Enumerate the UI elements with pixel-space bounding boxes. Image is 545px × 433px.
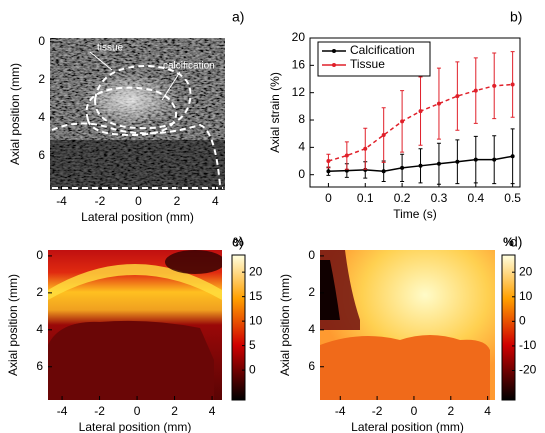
point	[363, 146, 368, 151]
colorbar	[501, 254, 516, 401]
x-tick-label: 4	[209, 404, 216, 418]
x-tick-label: -4	[57, 404, 68, 418]
colorbar-tick-label: 15	[249, 289, 263, 303]
ultrasound-image	[50, 38, 225, 190]
x-tick-label: 4	[484, 404, 491, 418]
point	[326, 169, 331, 174]
panel-label: a)	[232, 9, 244, 25]
y-tick-label: 6	[36, 359, 43, 373]
y-tick-label: 2	[38, 72, 45, 86]
point	[436, 101, 441, 106]
panel-label: b)	[510, 9, 522, 25]
colorbar-tick-label: 0	[249, 362, 256, 376]
y-tick-label: 0	[298, 167, 305, 181]
y-tick-label: 8	[298, 112, 305, 126]
colorbar-tick-label: 20	[519, 264, 533, 278]
y-axis-label: Axial position (mm)	[6, 274, 20, 376]
y-tick-label: 20	[292, 30, 306, 44]
point	[400, 165, 405, 170]
y-tick-label: 16	[292, 58, 306, 72]
y-tick-label: 4	[298, 140, 305, 154]
point	[326, 159, 331, 164]
point	[455, 159, 460, 164]
point	[492, 157, 497, 162]
colorbar-tick-label: 5	[249, 338, 256, 352]
point	[436, 161, 441, 166]
x-tick-label: -2	[372, 404, 383, 418]
y-tick-label: 0	[38, 34, 45, 48]
y-tick-label: 2	[36, 285, 43, 299]
colorbar-tick-label: 10	[249, 313, 263, 327]
x-tick-label: 0	[325, 191, 332, 205]
y-tick-label: 4	[38, 110, 45, 124]
x-axis-label: Lateral position (mm)	[351, 420, 464, 433]
x-tick-label: 0.2	[394, 191, 411, 205]
legend-marker	[332, 63, 336, 67]
x-tick-label: 0.5	[504, 191, 521, 205]
point	[473, 88, 478, 93]
colorbar	[231, 254, 246, 401]
y-tick-label: 6	[38, 148, 45, 162]
x-tick-label: 0	[135, 194, 142, 208]
x-axis-label: Lateral position (mm)	[81, 210, 194, 224]
x-tick-label: 0	[134, 404, 141, 418]
legend-label: Tissue	[350, 57, 385, 71]
annotation: calcification	[163, 61, 215, 72]
point	[400, 119, 405, 124]
y-tick-label: 4	[36, 322, 43, 336]
colorbar-tick-label: -10	[519, 338, 537, 352]
x-tick-label: 0.1	[357, 191, 374, 205]
point	[492, 83, 497, 88]
x-axis-label: Time (s)	[393, 207, 437, 221]
legend-marker	[332, 49, 336, 53]
legend-label: Calcification	[350, 43, 415, 57]
colorbar-label: %	[503, 235, 514, 249]
strain-map	[320, 250, 495, 400]
annotation: tissue	[97, 43, 124, 54]
y-tick-label: 12	[292, 85, 306, 99]
point	[455, 94, 460, 99]
x-tick-label: 2	[174, 194, 181, 208]
y-tick-label: 0	[36, 248, 43, 262]
y-tick-label: 2	[308, 285, 315, 299]
x-tick-label: 4	[212, 194, 219, 208]
y-axis-label: Axial position (mm)	[278, 274, 292, 376]
colorbar-tick-label: 0	[519, 314, 526, 328]
x-tick-label: 0.3	[431, 191, 448, 205]
y-axis-label: Axial position (mm)	[8, 63, 22, 165]
y-axis-label: Axial strain (%)	[268, 72, 282, 153]
colorbar-tick-label: 10	[519, 289, 533, 303]
colorbar-tick-label: 20	[249, 264, 263, 278]
x-tick-label: -4	[56, 194, 67, 208]
point	[418, 109, 423, 114]
plot-frame	[309, 37, 521, 188]
panel-label: c)	[232, 234, 244, 250]
y-tick-label: 0	[308, 248, 315, 262]
colorbar-label: %	[233, 235, 244, 249]
point	[381, 133, 386, 138]
x-tick-label: 2	[171, 404, 178, 418]
point	[510, 82, 515, 87]
point	[473, 157, 478, 162]
point	[344, 153, 349, 158]
panel-label: d)	[510, 234, 522, 250]
x-tick-label: -4	[335, 404, 346, 418]
colorbar-tick-label: -20	[519, 363, 537, 377]
x-tick-label: -2	[95, 194, 106, 208]
legend-box	[317, 41, 431, 77]
point	[381, 169, 386, 174]
x-tick-label: -2	[94, 404, 105, 418]
x-tick-label: 2	[447, 404, 454, 418]
y-tick-label: 4	[308, 322, 315, 336]
x-tick-label: 0	[411, 404, 418, 418]
point	[418, 163, 423, 168]
x-tick-label: 0.4	[467, 191, 484, 205]
point	[510, 154, 515, 159]
y-tick-label: 6	[308, 359, 315, 373]
x-axis-label: Lateral position (mm)	[79, 420, 192, 433]
strain-map	[48, 250, 222, 400]
